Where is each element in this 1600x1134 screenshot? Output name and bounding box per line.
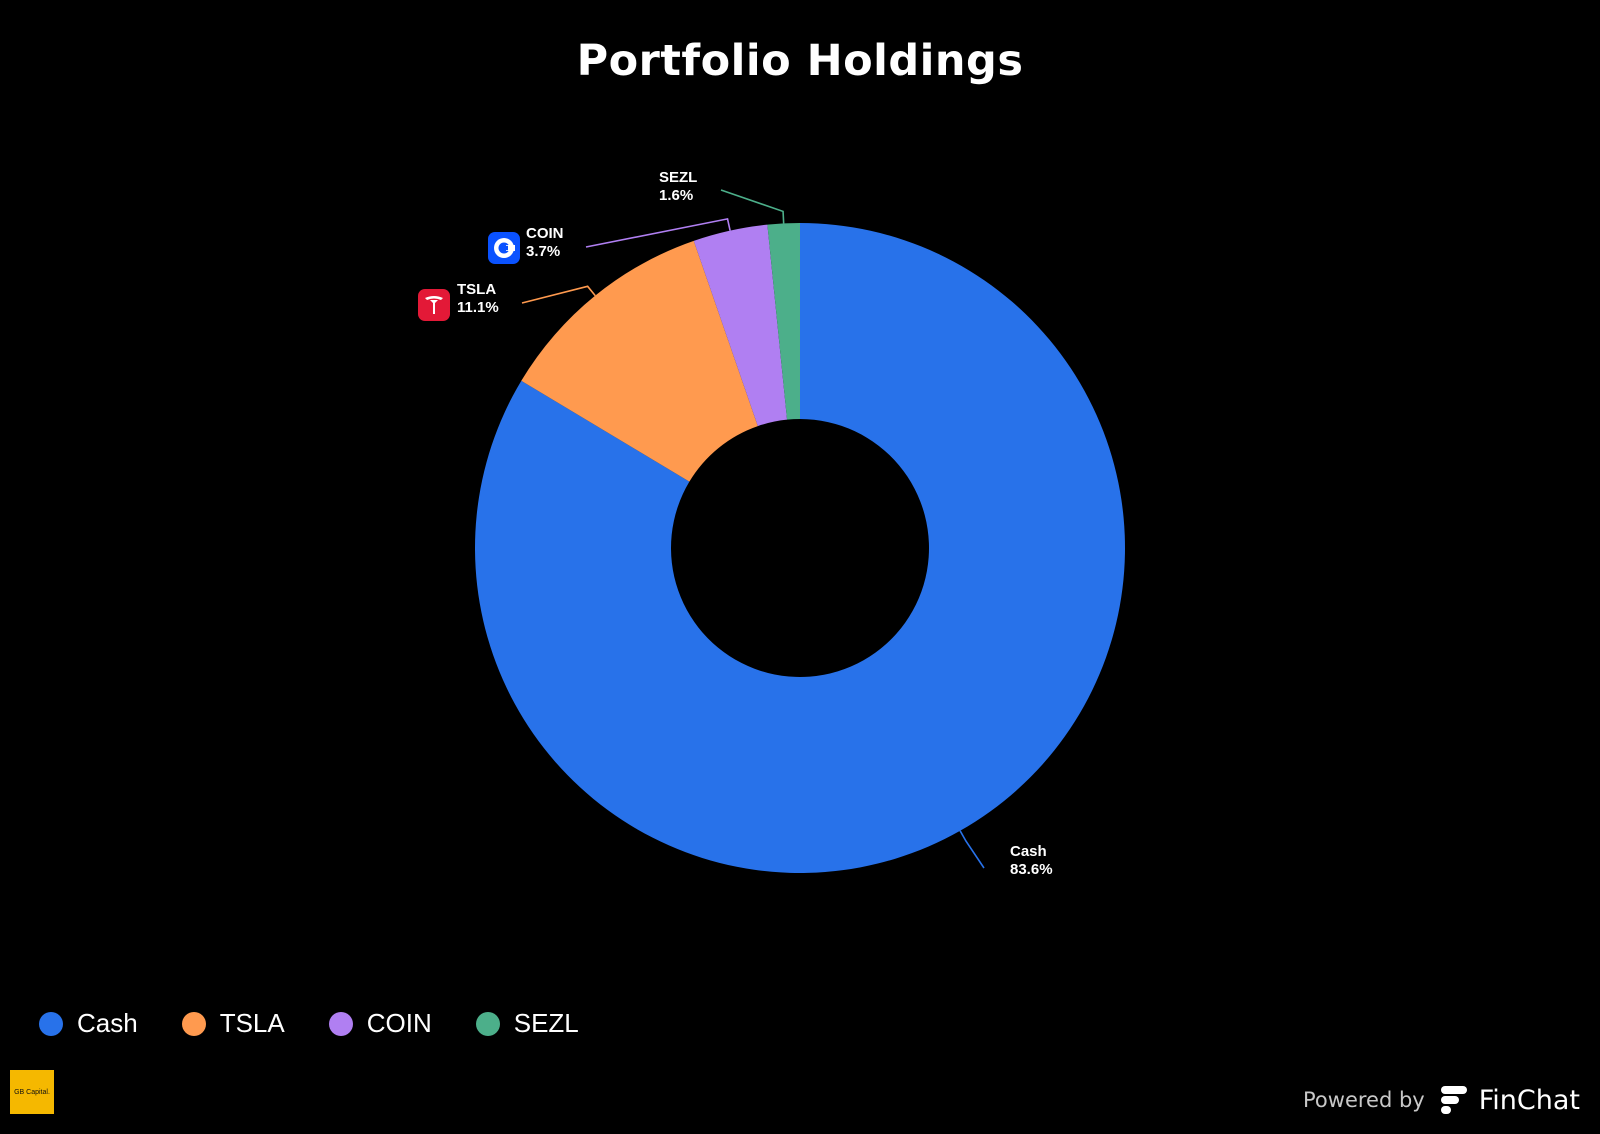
legend-item-tsla[interactable]: TSLA <box>181 1008 285 1039</box>
slice-label-name: COIN <box>526 225 564 242</box>
legend-label: COIN <box>366 1008 432 1038</box>
slice-cash[interactable] <box>474 223 1125 873</box>
legend-label: TSLA <box>219 1008 285 1038</box>
coinbase-logo-icon <box>488 232 520 264</box>
label-leader-line <box>585 217 731 248</box>
legend-item-cash[interactable]: Cash <box>39 1008 138 1039</box>
slice-label-name: TSLA <box>457 281 496 298</box>
legend-swatch <box>475 1011 500 1036</box>
powered-by-finchat[interactable]: Powered by FinChat <box>1303 1084 1580 1116</box>
legend-label: Cash <box>77 1008 138 1038</box>
legend-item-coin[interactable]: COIN <box>328 1008 432 1039</box>
slice-tsla[interactable] <box>521 240 758 482</box>
finchat-brand: FinChat <box>1478 1084 1580 1116</box>
slice-label-name: Cash <box>1010 843 1047 860</box>
finchat-logo-icon <box>1440 1086 1467 1114</box>
chart-legend: Cash TSLA COIN SEZL <box>39 1008 623 1039</box>
slice-label-name: SEZL <box>659 169 697 186</box>
legend-swatch <box>181 1011 206 1036</box>
slice-coin[interactable] <box>693 224 788 427</box>
legend-swatch <box>328 1011 353 1036</box>
legend-swatch <box>39 1011 63 1036</box>
label-leader-line <box>959 830 985 869</box>
chart-title: Portfolio Holdings <box>576 36 1024 86</box>
powered-by-label: Powered by <box>1303 1088 1425 1112</box>
label-leader-line <box>521 285 596 304</box>
label-leader-line <box>720 189 785 224</box>
slice-label-value: 1.6% <box>659 187 693 204</box>
legend-label: SEZL <box>513 1008 579 1038</box>
slice-label-value: 11.1% <box>457 299 499 316</box>
legend-item-sezl[interactable]: SEZL <box>475 1008 579 1039</box>
gb-capital-logo: GB Capital. <box>10 1070 54 1114</box>
slice-label-value: 83.6% <box>1010 861 1053 878</box>
slice-sezl[interactable] <box>767 223 800 420</box>
slice-label-value: 3.7% <box>526 243 560 260</box>
tesla-logo-icon <box>418 289 450 321</box>
